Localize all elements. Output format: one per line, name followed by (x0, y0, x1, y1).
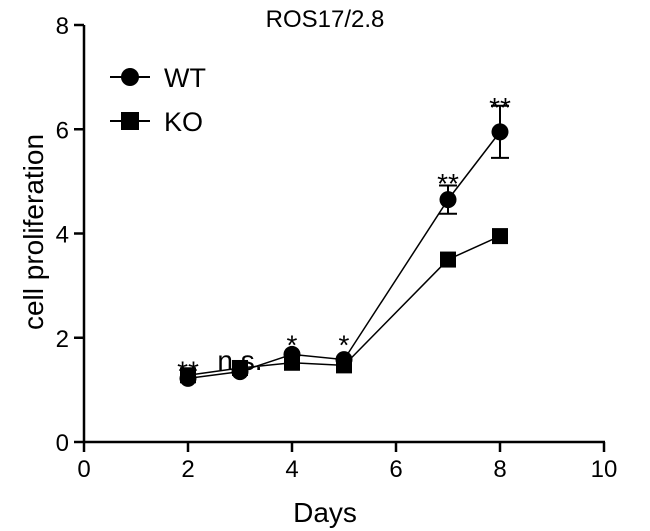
x-tick-label: 10 (591, 456, 618, 483)
annotation-layer: ** n.s.* ***** (177, 92, 511, 386)
data-point-ko (232, 359, 248, 376)
legend: WT KO (110, 63, 206, 137)
data-point-ko (492, 228, 508, 245)
x-tick-label: 0 (77, 456, 90, 483)
data-point-ko (440, 251, 456, 268)
series-ko (180, 228, 508, 384)
series-line-wt (187, 131, 501, 380)
y-ticks: 0 2 4 6 8 (56, 13, 84, 457)
data-point-wt (439, 191, 457, 209)
legend-circle-marker-icon (121, 68, 139, 86)
data-point-ko (180, 367, 196, 384)
significance-label: * (287, 329, 298, 360)
legend-label-wt: WT (164, 63, 206, 93)
x-tick-label: 6 (389, 456, 402, 483)
data-point-ko (336, 357, 352, 374)
y-tick-label: 0 (56, 430, 69, 457)
legend-label-ko: KO (164, 107, 203, 137)
data-point-wt (491, 123, 509, 141)
axes (82, 25, 605, 444)
y-tick-label: 6 (56, 117, 69, 144)
significance-label: ** (437, 168, 459, 199)
y-axis-label: cell proliferation (18, 134, 49, 330)
significance-label: n.s. (217, 345, 262, 376)
x-tick-label: 4 (285, 456, 298, 483)
legend-item-ko: KO (110, 107, 203, 137)
chart-title: ROS17/2.8 (266, 6, 385, 33)
x-tick-label: 2 (181, 456, 194, 483)
y-tick-label: 4 (56, 222, 69, 249)
x-tick-label: 8 (493, 456, 506, 483)
x-ticks: 0 2 4 6 8 10 (77, 442, 617, 483)
series-line-ko (187, 235, 501, 377)
significance-label: * (339, 329, 350, 360)
legend-square-marker-icon (121, 112, 139, 130)
series-layer (179, 104, 509, 387)
significance-label: ** (177, 355, 199, 386)
y-tick-label: 2 (56, 326, 69, 353)
y-tick-label: 8 (56, 13, 69, 40)
x-axis-label: Days (293, 497, 357, 528)
legend-item-wt: WT (110, 63, 206, 93)
significance-label: ** (489, 92, 511, 123)
data-point-ko (284, 354, 300, 371)
